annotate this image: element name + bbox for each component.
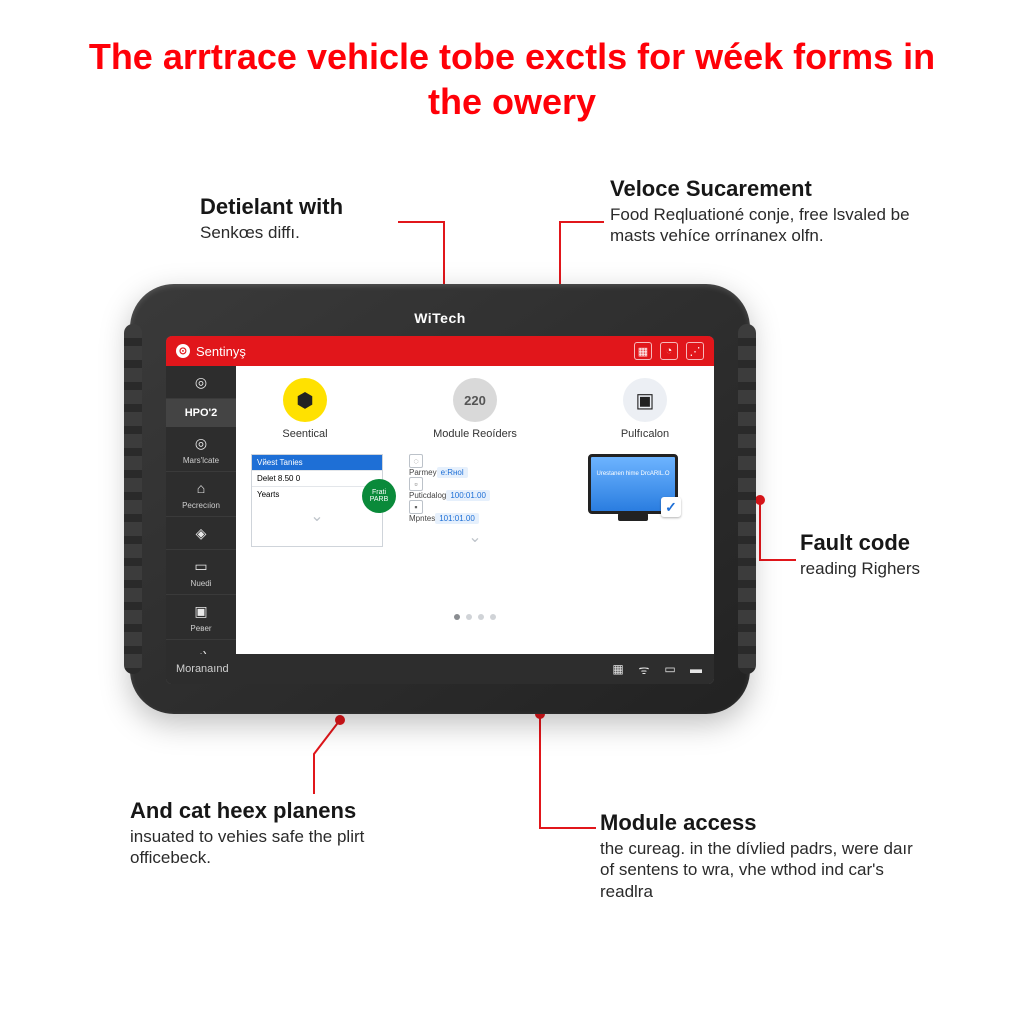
chevron-down-icon[interactable]: ⌄ [409, 527, 541, 547]
sidebar-item-home[interactable]: ◎ [166, 366, 236, 399]
bottombar: Moranaınd ▦ ᯤ ▭ ▬ [166, 654, 714, 684]
list-item: ◌Parmeуе:Rноl [409, 454, 541, 477]
monitor-graphic: Urestanen hime DrcARIL.O ✓ [588, 454, 678, 514]
callout-veloce-title: Veloce Sucarement [610, 176, 910, 202]
main-area: ⬢Seentical220Module Reoíders▣Pulfıcalon … [236, 366, 714, 654]
page-indicator [454, 614, 496, 620]
device-brand: WiTech [166, 310, 714, 336]
topbar-app-label: ⊙ Sentinyş [176, 344, 246, 359]
callout-fault-body: reading Righers [800, 558, 1000, 579]
callout-andcat-body: insuated to vehies safe the plirt office… [130, 826, 430, 869]
device-screen: ⊙ Sentinyş ▦ ◔ ⋰ ◎ HPO'2 ◎ Mars'lcate ⌂ Peс… [166, 336, 714, 684]
card-table-header: Vйеst Taniеs [252, 455, 382, 470]
sidebar-hpo[interactable]: HPO'2 [166, 399, 236, 427]
sidebar-item-pecrecion-label: Peсrecıion [182, 501, 220, 510]
green-badge-l1: Frati [372, 489, 386, 496]
clock-icon[interactable]: ◔ [660, 342, 678, 360]
list-item-icon: ◌ [409, 454, 423, 468]
callout-fault: Fault code reading Righers [800, 530, 1000, 579]
diagnostic-tablet: WiTech ⊙ Sentinyş ▦ ◔ ⋰ ◎ HPO'2 ◎ Mars'lc… [130, 284, 750, 714]
sidebar-item-peber-label: Peвer [190, 624, 211, 633]
list-item: ▫Puticdalog100:01.00 [409, 477, 541, 500]
app-module-reoiders[interactable]: 220 Module Reoíders [420, 378, 530, 440]
card-list[interactable]: ◌Parmeуе:Rноl▫Puticdalog100:01.00▪Mpntes… [409, 454, 541, 547]
app-module-reoiders-label: Module Reoíders [420, 428, 530, 440]
app-module-reoiders-icon: 220 [453, 378, 497, 422]
card-monitor[interactable]: Urestanen hime DrcARIL.O ✓ [567, 454, 699, 547]
calendar-icon[interactable]: ▦ [634, 342, 652, 360]
green-badge-l2: PARB [370, 496, 389, 503]
check-icon: ✓ [661, 497, 681, 517]
sidebar-item-diamond-icon: ◈ [191, 523, 211, 543]
callout-fault-title: Fault code [800, 530, 1000, 556]
sidebar-item-diamond[interactable]: ◈ [166, 517, 236, 550]
sidebar-item-marslcate-icon: ◎ [191, 433, 211, 453]
wifi-icon[interactable]: ᯤ [636, 661, 652, 677]
app-seentical[interactable]: ⬢ Seentical [250, 378, 360, 440]
callout-detielant-title: Detielant with [200, 194, 400, 220]
list-item: ▪Mpntes101:01.00 [409, 500, 541, 523]
callout-module: Module access the cureag. in the dívlied… [600, 810, 930, 902]
bottombar-label: Moranaınd [176, 663, 229, 675]
app-badge-icon: ⊙ [176, 344, 190, 358]
app-pulficalon[interactable]: ▣ Pulfıcalon [590, 378, 700, 440]
window-icon[interactable]: ▭ [662, 661, 678, 677]
sidebar-item-pecrecion-icon: ⌂ [191, 478, 211, 498]
grid-icon[interactable]: ▦ [610, 661, 626, 677]
list-item-icon: ▫ [409, 477, 423, 491]
app-seentical-icon: ⬢ [283, 378, 327, 422]
table-row: Delet 8.50 0 [252, 470, 382, 486]
topbar-label-text: Sentinyş [196, 344, 246, 359]
sidebar-item-nuedi[interactable]: ▭ Nuedi [166, 550, 236, 595]
sidebar-item-nuedi-label: Nuedi [191, 579, 212, 588]
callout-module-body: the cureag. in the dívlied padrs, were d… [600, 838, 930, 902]
list-item-icon: ▪ [409, 500, 423, 514]
app-seentical-label: Seentical [250, 428, 360, 440]
callout-detielant: Detielant with Senkœs diffı. [200, 194, 400, 243]
app-pulficalon-label: Pulfıcalon [590, 428, 700, 440]
card-table[interactable]: Vйеst Taniеs Delet 8.50 0Yeаrts Frati PA… [251, 454, 383, 547]
app-pulficalon-icon: ▣ [623, 378, 667, 422]
sidebar-item-nuedi-icon: ▭ [191, 556, 211, 576]
sidebar-item-peber-icon: ▣ [191, 601, 211, 621]
callout-veloce: Veloce Sucarement Food Reqluationé conje… [610, 176, 910, 247]
monitor-text: Urestanen hime DrcARIL.O [591, 457, 675, 478]
green-badge: Frati PARB [362, 479, 396, 513]
callout-veloce-body: Food Reqluationé conje, free lsvaled be … [610, 204, 910, 247]
callout-andcat-title: And cat heex planens [130, 798, 430, 824]
chevron-down-icon[interactable]: ⌄ [252, 506, 382, 526]
signal-icon[interactable]: ⋰ [686, 342, 704, 360]
topbar: ⊙ Sentinyş ▦ ◔ ⋰ [166, 336, 714, 366]
page-headline: The arrtrace vehicle tobe exctls for wée… [0, 34, 1024, 124]
sidebar-item-peber[interactable]: ▣ Peвer [166, 595, 236, 640]
battery-icon[interactable]: ▬ [688, 661, 704, 677]
sidebar-item-marslcate-label: Mars'lcate [183, 456, 219, 465]
callout-module-title: Module access [600, 810, 930, 836]
callout-detielant-body: Senkœs diffı. [200, 222, 400, 243]
sidebar: ◎ HPO'2 ◎ Mars'lcate ⌂ Peсrecıion ◈ ▭ Nuedi ▣ Pe… [166, 366, 236, 654]
sidebar-item-pecrecion[interactable]: ⌂ Peсrecıion [166, 472, 236, 517]
home-icon: ◎ [191, 372, 211, 392]
callout-andcat: And cat heex planens insuated to vehies … [130, 798, 430, 869]
sidebar-item-marslcate[interactable]: ◎ Mars'lcate [166, 427, 236, 472]
